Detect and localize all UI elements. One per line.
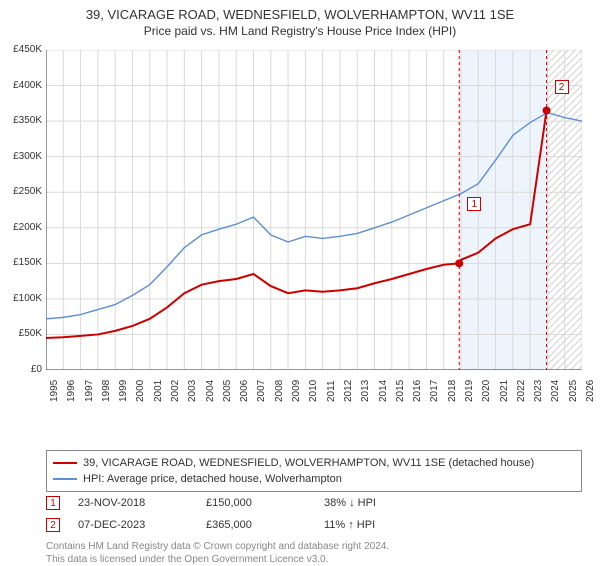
- x-tick-label: 2007: [256, 380, 267, 402]
- x-tick-label: 2014: [378, 380, 389, 402]
- x-tick-label: 2006: [239, 380, 250, 402]
- x-tick-label: 2013: [360, 380, 371, 402]
- x-tick-label: 2008: [274, 380, 285, 402]
- transaction-delta: 11% ↑ HPI: [324, 519, 375, 531]
- y-tick-label: £100K: [2, 293, 42, 304]
- chart-container: 39, VICARAGE ROAD, WEDNESFIELD, WOLVERHA…: [0, 0, 600, 560]
- transaction-marker: 1: [46, 496, 60, 510]
- x-tick-label: 2012: [343, 380, 354, 402]
- x-tick-label: 2010: [308, 380, 319, 402]
- transaction-price: £365,000: [206, 519, 306, 531]
- x-tick-label: 2009: [291, 380, 302, 402]
- x-tick-label: 2002: [170, 380, 181, 402]
- transaction-marker: 2: [46, 518, 60, 532]
- x-tick-label: 1995: [49, 380, 60, 402]
- legend-swatch: [53, 478, 77, 479]
- chart-marker-label: 1: [467, 197, 481, 211]
- y-tick-label: £350K: [2, 115, 42, 126]
- x-tick-label: 2019: [464, 380, 475, 402]
- x-tick-label: 2001: [153, 380, 164, 402]
- x-tick-label: 2023: [533, 380, 544, 402]
- y-tick-label: £50K: [2, 328, 42, 339]
- y-tick-label: £0: [2, 364, 42, 375]
- x-tick-label: 1997: [84, 380, 95, 402]
- x-tick-label: 2016: [412, 380, 423, 402]
- chart-subtitle: Price paid vs. HM Land Registry's House …: [0, 24, 600, 42]
- x-tick-label: 2017: [429, 380, 440, 402]
- legend-swatch: [53, 462, 77, 464]
- x-tick-label: 2024: [550, 380, 561, 402]
- y-tick-label: £400K: [2, 80, 42, 91]
- x-tick-label: 1999: [118, 380, 129, 402]
- transaction-delta: 38% ↓ HPI: [324, 497, 376, 509]
- plot-svg: [46, 50, 582, 370]
- legend-label: HPI: Average price, detached house, Wolv…: [83, 473, 342, 485]
- y-tick-label: £200K: [2, 222, 42, 233]
- x-tick-label: 2021: [499, 380, 510, 402]
- chart-marker-label: 2: [555, 80, 569, 94]
- x-tick-label: 2018: [447, 380, 458, 402]
- y-tick-label: £450K: [2, 44, 42, 55]
- transaction-row: 1 23-NOV-2018 £150,000 38% ↓ HPI: [46, 492, 582, 514]
- legend: 39, VICARAGE ROAD, WEDNESFIELD, WOLVERHA…: [46, 450, 582, 492]
- x-tick-label: 2004: [205, 380, 216, 402]
- x-tick-label: 2026: [585, 380, 596, 402]
- y-tick-label: £250K: [2, 186, 42, 197]
- transaction-date: 07-DEC-2023: [78, 519, 188, 531]
- footer-attribution: Contains HM Land Registry data © Crown c…: [46, 540, 582, 566]
- x-tick-label: 2000: [135, 380, 146, 402]
- legend-item: HPI: Average price, detached house, Wolv…: [53, 471, 575, 487]
- x-tick-label: 1998: [101, 380, 112, 402]
- x-tick-label: 2022: [516, 380, 527, 402]
- legend-label: 39, VICARAGE ROAD, WEDNESFIELD, WOLVERHA…: [83, 457, 534, 469]
- x-tick-label: 2011: [326, 380, 337, 402]
- plot-area: [46, 50, 582, 370]
- x-tick-label: 2015: [395, 380, 406, 402]
- chart-area: £0 £50K £100K £150K £200K £250K £300K £350K £400…: [0, 44, 600, 404]
- footer-line: Contains HM Land Registry data © Crown c…: [46, 540, 582, 553]
- x-tick-label: 2003: [187, 380, 198, 402]
- x-tick-label: 1996: [66, 380, 77, 402]
- chart-title: 39, VICARAGE ROAD, WEDNESFIELD, WOLVERHA…: [0, 0, 600, 24]
- x-tick-label: 2005: [222, 380, 233, 402]
- legend-item: 39, VICARAGE ROAD, WEDNESFIELD, WOLVERHA…: [53, 455, 575, 471]
- transaction-table: 1 23-NOV-2018 £150,000 38% ↓ HPI 2 07-DEC-202…: [46, 492, 582, 536]
- x-tick-label: 2025: [568, 380, 579, 402]
- y-tick-label: £150K: [2, 257, 42, 268]
- x-tick-label: 2020: [481, 380, 492, 402]
- transaction-date: 23-NOV-2018: [78, 497, 188, 509]
- y-tick-label: £300K: [2, 151, 42, 162]
- transaction-row: 2 07-DEC-2023 £365,000 11% ↑ HPI: [46, 514, 582, 536]
- transaction-price: £150,000: [206, 497, 306, 509]
